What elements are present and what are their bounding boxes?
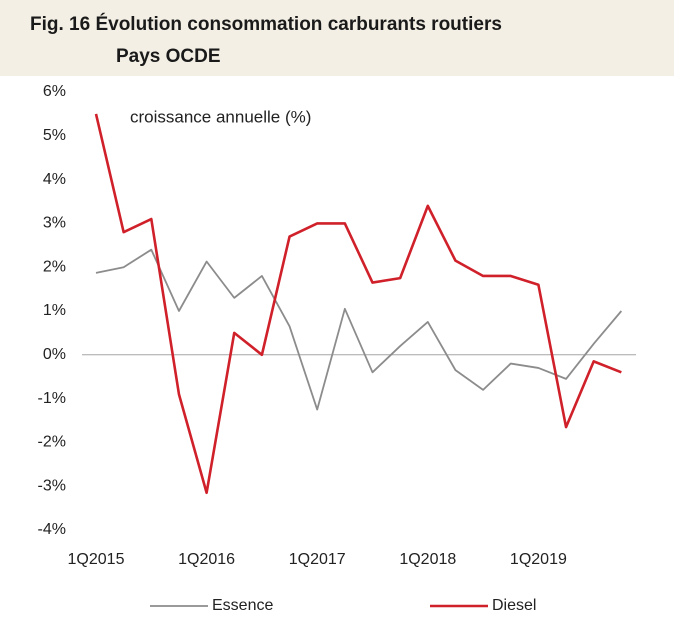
legend-label: Diesel bbox=[492, 597, 536, 614]
header-band bbox=[0, 0, 674, 76]
y-tick-label: 3% bbox=[43, 215, 66, 232]
chart-subtitle: Pays OCDE bbox=[116, 46, 221, 67]
y-tick-label: -4% bbox=[38, 521, 66, 538]
legend-label: Essence bbox=[212, 597, 273, 614]
y-tick-label: 0% bbox=[43, 346, 66, 363]
chart-title: Fig. 16 Évolution consommation carburant… bbox=[30, 13, 502, 35]
y-tick-label: -2% bbox=[38, 434, 66, 451]
x-tick-label: 1Q2017 bbox=[289, 551, 346, 568]
x-tick-label: 1Q2016 bbox=[178, 551, 235, 568]
y-tick-label: 5% bbox=[43, 127, 66, 144]
x-tick-label: 1Q2018 bbox=[399, 551, 456, 568]
annotation: croissance annuelle (%) bbox=[130, 107, 311, 126]
y-tick-label: 4% bbox=[43, 171, 66, 188]
x-tick-label: 1Q2015 bbox=[68, 551, 125, 568]
y-tick-label: 1% bbox=[43, 302, 66, 319]
y-tick-label: 2% bbox=[43, 258, 66, 275]
y-tick-label: 6% bbox=[43, 83, 66, 100]
y-tick-label: -3% bbox=[38, 477, 66, 494]
line-series bbox=[94, 113, 622, 495]
line-series bbox=[95, 248, 623, 411]
y-tick-label: -1% bbox=[38, 390, 66, 407]
x-tick-label: 1Q2019 bbox=[510, 551, 567, 568]
